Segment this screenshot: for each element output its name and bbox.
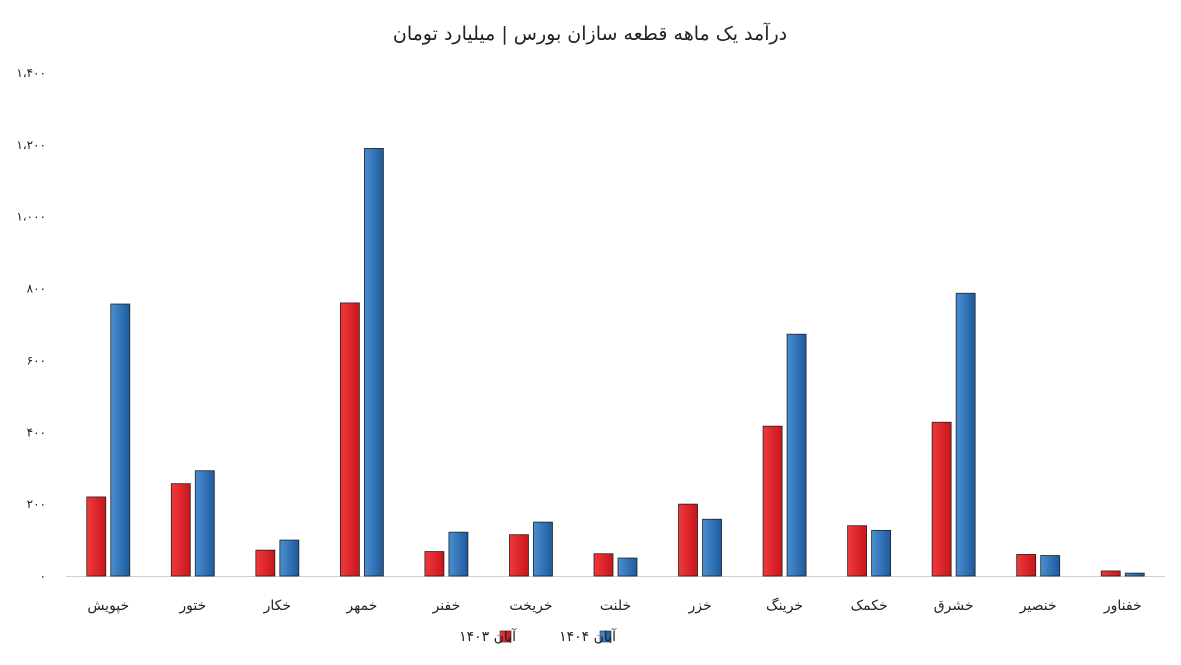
x-category-label: خپویش [87,598,129,614]
bar-series-2 [1040,555,1061,577]
x-category-label: خمهر [345,598,377,614]
bar-series-1 [931,421,952,577]
x-category-label: خریخت [509,598,552,614]
bar-series-2 [786,333,807,577]
x-category-label: خزر [687,598,711,614]
x-category-label: خلنت [600,598,631,614]
y-tick-label: ۱،۲۰۰ [16,138,46,152]
bar-series-1 [170,483,191,577]
x-category-label: خنصیر [1019,598,1057,614]
y-tick-label: ۱،۰۰۰ [16,210,46,224]
bar-series-1 [847,525,868,577]
bar-series-2 [702,518,722,577]
legend-swatch [599,630,612,643]
bar-series-2 [194,470,215,577]
bars-group [86,148,1145,577]
y-tick-label: ۰ [40,569,46,583]
bar-series-2 [617,557,638,577]
x-axis-labels: خپویش ختور خکار خمهر خفنر خریخت خلنت خزر خرینگ خک… [87,597,1141,614]
x-category-label: خفناور [1103,598,1142,614]
bar-series-1 [339,302,360,577]
chart-title: درآمد یک ماهه قطعه سازان بورس | میلیارد … [393,21,787,45]
bar-series-2 [1124,572,1145,577]
y-tick-label: ۶۰۰ [27,353,46,367]
bar-series-2 [448,531,469,577]
y-tick-label: ۸۰۰ [27,282,46,296]
bar-series-1 [762,425,783,577]
x-category-label: خکمک [851,598,888,614]
bar-series-1 [593,553,614,577]
legend: آبان ۱۴۰۳ آبان ۱۴۰۴ [459,628,617,645]
y-tick-label: ۴۰۰ [27,425,46,439]
y-tick-label: ۲۰۰ [27,497,46,511]
x-category-label: ختور [178,598,206,614]
bar-series-2 [363,148,384,577]
bar-series-1 [424,551,445,577]
bar-series-1 [86,496,107,577]
bar-series-1 [255,549,276,577]
bar-series-2 [279,539,300,577]
bar-series-2 [871,529,892,577]
bar-series-2 [955,292,976,577]
legend-swatch [499,630,512,643]
x-category-label: خشرق [934,598,974,614]
bar-series-2 [533,521,553,577]
legend-label: آبان ۱۴۰۳ [459,628,517,645]
x-category-label: خرینگ [766,597,803,614]
y-axis: ۰ ۲۰۰ ۴۰۰ ۶۰۰ ۸۰۰ ۱،۰۰۰ ۱،۲۰۰ ۱،۴۰۰ [16,66,46,583]
y-tick-label: ۱،۴۰۰ [16,66,46,80]
legend-label: آبان ۱۴۰۴ [559,628,617,645]
x-category-label: خکار [263,598,291,614]
bar-series-1 [1016,554,1037,577]
bar-series-2 [110,303,131,577]
bar-series-1 [509,534,529,577]
x-category-label: خفنر [432,598,461,614]
bar-series-1 [1100,570,1121,577]
bar-series-1 [678,503,698,577]
